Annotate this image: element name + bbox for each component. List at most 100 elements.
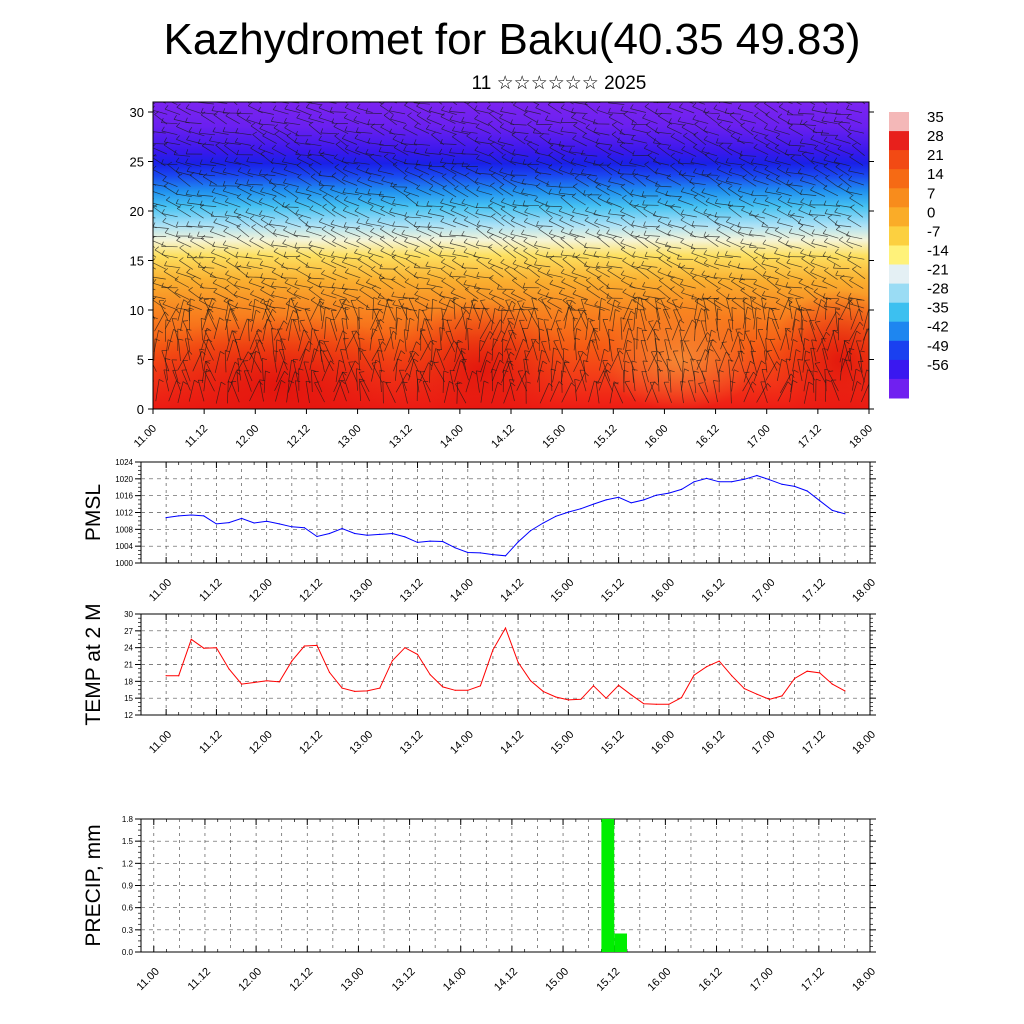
colorbar-label: -49 xyxy=(927,338,949,355)
wind-barb-flag xyxy=(549,255,555,259)
wind-barb xyxy=(439,295,456,300)
wind-barb xyxy=(597,197,613,206)
wind-barb xyxy=(443,340,455,361)
wind-barb xyxy=(609,350,620,371)
series-point xyxy=(291,660,293,662)
wind-barb xyxy=(318,253,335,259)
series-point xyxy=(504,555,507,557)
x-tick-label: 13.12 xyxy=(387,423,415,451)
wind-barb-flag xyxy=(308,245,314,249)
series-point xyxy=(178,675,180,677)
wind-barb-flag xyxy=(569,305,573,311)
wind-barb-flag xyxy=(727,144,732,149)
wind-barb-flag xyxy=(821,116,825,122)
wind-barb-flag xyxy=(164,261,168,266)
wind-barb-flag xyxy=(261,278,266,283)
wind-barb xyxy=(215,382,222,404)
wind-barb xyxy=(263,226,278,237)
wind-barb xyxy=(693,209,709,218)
wind-barb xyxy=(655,228,671,237)
wind-barb xyxy=(545,119,562,124)
wind-barb-flag xyxy=(344,252,348,258)
wind-barb xyxy=(669,122,685,126)
wind-barb-flag xyxy=(393,266,399,270)
wind-barb-flag xyxy=(250,290,254,295)
x-tick-label: 14.00 xyxy=(448,729,476,757)
wind-barb-flag xyxy=(452,174,457,179)
wind-barb-flag xyxy=(211,105,215,111)
wind-barb-flag xyxy=(753,175,757,181)
wind-barb-flag xyxy=(774,226,780,231)
wind-barb xyxy=(305,102,322,106)
wind-barb xyxy=(639,309,646,331)
wind-barb-flag xyxy=(606,184,611,190)
wind-barb-flag xyxy=(568,306,573,310)
wind-barb xyxy=(356,131,373,134)
wind-barb xyxy=(572,138,587,147)
wind-barb xyxy=(378,339,385,361)
wind-barb-flag xyxy=(344,103,349,108)
wind-barb xyxy=(562,259,576,270)
wind-barb-flag xyxy=(452,133,457,138)
wind-barb xyxy=(287,371,296,393)
wind-barb-flag xyxy=(599,285,604,290)
wind-barb xyxy=(379,370,382,393)
wind-barb xyxy=(340,349,347,371)
wind-barb xyxy=(401,143,418,146)
y-tick-label: 27 xyxy=(124,627,133,636)
wind-barb-flag xyxy=(765,111,770,116)
wind-barb xyxy=(680,242,696,250)
wind-barb-flag xyxy=(629,199,633,205)
wind-barb-flag xyxy=(523,111,528,115)
wind-barb-flag xyxy=(450,206,455,211)
wind-barb-flag xyxy=(268,219,272,225)
wind-barb xyxy=(701,192,718,198)
wind-barb-flag xyxy=(271,290,275,296)
wind-barb-flag xyxy=(318,217,323,223)
wind-barb xyxy=(797,359,803,382)
wind-barb-flag xyxy=(307,149,311,155)
x-tick-label: 18.00 xyxy=(850,966,878,994)
wind-barb xyxy=(441,318,444,341)
wind-barb xyxy=(690,189,706,198)
wind-barb-flag xyxy=(764,134,769,139)
wind-barb-flag xyxy=(534,174,539,179)
wind-barb-flag xyxy=(281,380,286,384)
wind-barb xyxy=(823,188,839,197)
wind-barb-flag xyxy=(414,297,419,301)
wind-barb xyxy=(834,211,851,217)
wind-barb-flag xyxy=(359,337,365,340)
x-tick-label: 12.00 xyxy=(247,577,275,605)
wind-barb xyxy=(629,203,646,209)
wind-barb xyxy=(202,269,217,278)
series-point xyxy=(718,660,720,662)
wind-barb-flag xyxy=(775,134,781,138)
wind-barb-flag xyxy=(167,285,172,289)
wind-barb-flag xyxy=(405,255,411,260)
wind-barb xyxy=(703,253,720,259)
colorbar-swatch xyxy=(889,245,909,266)
series-point xyxy=(693,674,695,676)
wind-barb xyxy=(560,238,574,250)
wind-barb xyxy=(649,382,659,404)
wind-barb xyxy=(824,297,827,320)
wind-barb-flag xyxy=(483,307,489,311)
wind-barb-flag xyxy=(815,378,821,382)
wind-barb-flag xyxy=(815,362,821,364)
wind-barb-flag xyxy=(150,127,152,132)
wind-barb xyxy=(850,207,864,218)
wind-barb xyxy=(623,340,628,362)
wind-barb-flag xyxy=(536,220,539,226)
wind-barb-flag xyxy=(440,198,444,204)
wind-barb xyxy=(751,194,768,197)
wind-barb-flag xyxy=(560,235,566,239)
wind-barb-flag xyxy=(489,331,494,336)
wind-barb-flag xyxy=(546,206,550,211)
wind-barb xyxy=(784,328,790,350)
wind-barb-flag xyxy=(366,278,370,283)
wind-barb-flag xyxy=(823,136,828,142)
wind-barb xyxy=(738,231,754,237)
wind-barb xyxy=(356,241,371,250)
wind-barb-flag xyxy=(796,308,801,312)
